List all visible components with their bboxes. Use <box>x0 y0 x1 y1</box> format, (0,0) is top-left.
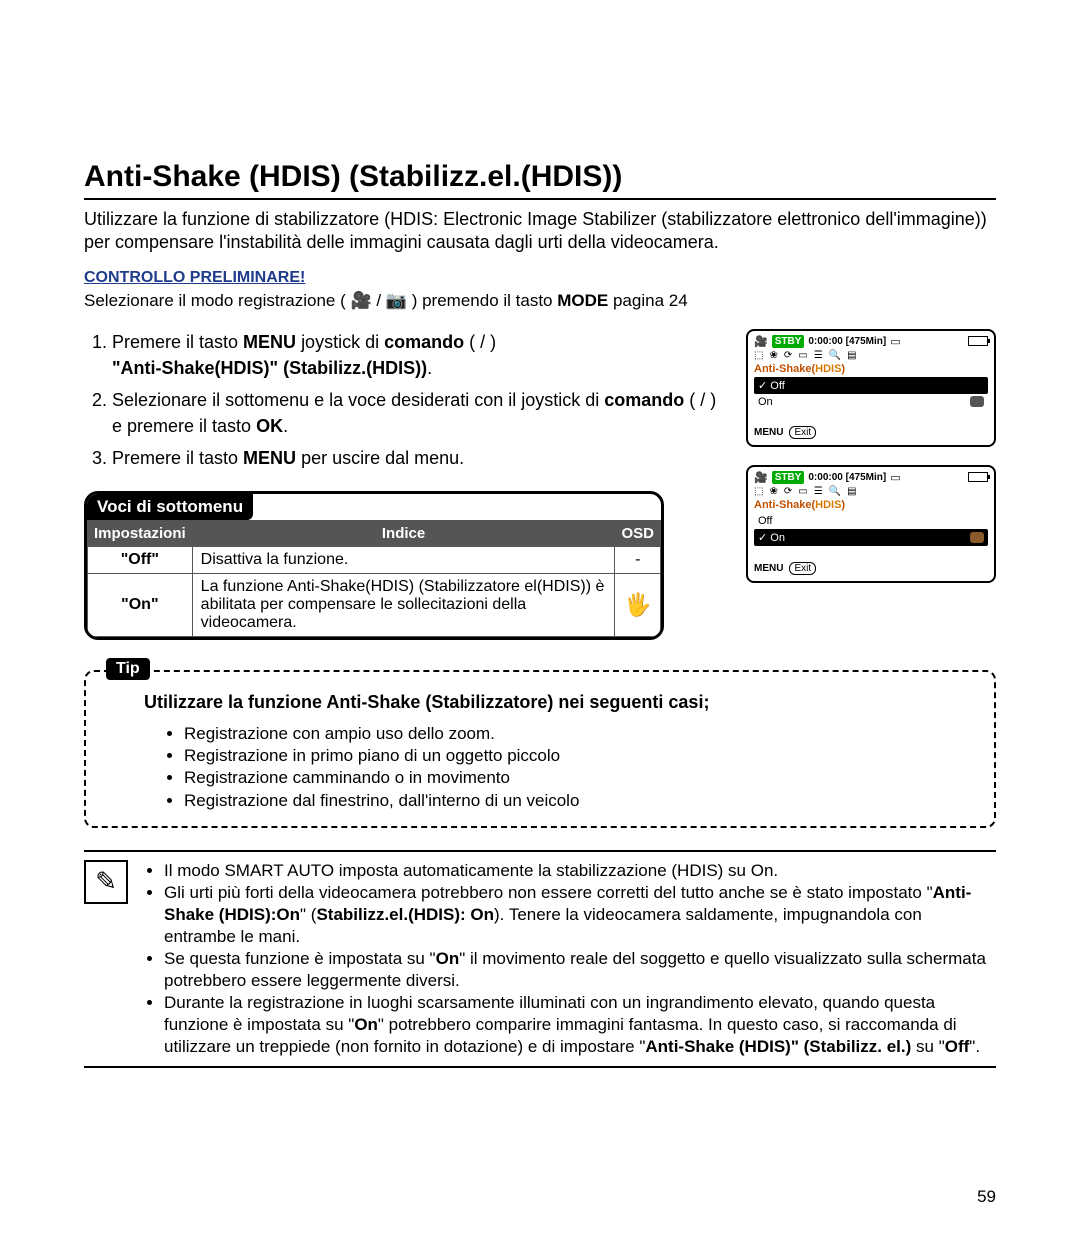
mode-post: pagina 24 <box>613 291 688 310</box>
tip-badge: Tip <box>106 658 150 680</box>
lcd-screens: 🎥 STBY 0:00:00 [475Min] ▭ ⬚❀⟳▭☰🔍▤ Anti-S… <box>746 329 996 640</box>
tip-item: Registrazione camminando o in movimento <box>184 767 976 789</box>
tip-heading: Utilizzare la funzione Anti-Shake (Stabi… <box>144 692 976 713</box>
lcd-off: Off <box>754 513 988 529</box>
row-on-desc: La funzione Anti-Shake(HDIS) (Stabilizza… <box>192 574 615 637</box>
card-icon: ▭ <box>890 335 900 348</box>
hand-icon: 🖐 <box>624 592 651 617</box>
camcorder-small-icon: 🎥 <box>754 471 768 484</box>
lcd-screen-2: 🎥 STBY 0:00:00 [475Min] ▭ ⬚❀⟳▭☰🔍▤ Anti-S… <box>746 465 996 583</box>
tip-item: Registrazione in primo piano di un ogget… <box>184 745 976 767</box>
step-1: Premere il tasto MENU joystick di comand… <box>112 329 722 381</box>
lcd-off-selected: ✓ Off <box>754 377 988 394</box>
row-off-osd: - <box>615 547 661 574</box>
note-item: Durante la registrazione in luoghi scars… <box>164 992 996 1058</box>
lcd-icon-row: ⬚❀⟳▭☰🔍▤ <box>754 486 988 497</box>
hand-small-icon <box>970 532 984 543</box>
camcorder-small-icon: 🎥 <box>754 335 768 348</box>
lcd-time: 0:00:00 [475Min] <box>808 336 886 347</box>
lcd-menu-label: Anti-Shake(HDIS) <box>754 363 988 375</box>
mode-line: Selezionare il modo registrazione ( 🎥 / … <box>84 291 996 311</box>
lcd-screen-1: 🎥 STBY 0:00:00 [475Min] ▭ ⬚❀⟳▭☰🔍▤ Anti-S… <box>746 329 996 447</box>
voci-title: Voci di sottomenu <box>87 494 253 520</box>
lcd-time: 0:00:00 [475Min] <box>808 472 886 483</box>
tip-box: Tip Utilizzare la funzione Anti-Shake (S… <box>84 670 996 827</box>
page-number: 59 <box>977 1187 996 1207</box>
battery-icon <box>968 336 988 346</box>
camera-icon: 📷 <box>386 291 407 310</box>
hand-small-icon <box>970 396 984 407</box>
stby-badge: STBY <box>772 471 805 484</box>
battery-icon <box>968 472 988 482</box>
row-off-setting: "Off" <box>88 547 193 574</box>
row-on-setting: "On" <box>88 574 193 637</box>
row-off-desc: Disattiva la funzione. <box>192 547 615 574</box>
note-item: Se questa funzione è impostata su "On" i… <box>164 948 996 992</box>
lcd-menu-btn: MENU <box>754 427 783 438</box>
section-title: Anti-Shake (HDIS) (Stabilizz.el.(HDIS)) <box>84 160 996 200</box>
voci-box: Voci di sottomenu Impostazioni Indice OS… <box>84 491 664 640</box>
steps-column: Premere il tasto MENU joystick di comand… <box>84 329 722 640</box>
mode-pre: Selezionare il modo registrazione ( <box>84 291 350 310</box>
note-icon: ✎ <box>84 860 128 904</box>
lcd-menu-btn: MENU <box>754 563 783 574</box>
lcd-icon-row: ⬚❀⟳▭☰🔍▤ <box>754 350 988 361</box>
note-item: Gli urti più forti della videocamera pot… <box>164 882 996 948</box>
step-2: Selezionare il sottomenu e la voce desid… <box>112 387 722 439</box>
th-osd: OSD <box>615 521 661 547</box>
lcd-menu-label: Anti-Shake(HDIS) <box>754 499 988 511</box>
th-impostazioni: Impostazioni <box>88 521 193 547</box>
tip-item: Registrazione con ampio uso dello zoom. <box>184 723 976 745</box>
step-3: Premere il tasto MENU per uscire dal men… <box>112 445 722 471</box>
lcd-exit-btn: Exit <box>789 426 816 439</box>
mode-mid: ) premendo il tasto <box>412 291 558 310</box>
note-section: ✎ Il modo SMART AUTO imposta automaticam… <box>84 850 996 1069</box>
camcorder-icon: 🎥 <box>350 291 371 310</box>
th-indice: Indice <box>192 521 615 547</box>
lcd-on: On <box>754 394 988 410</box>
note-item: Il modo SMART AUTO imposta automaticamen… <box>164 860 996 882</box>
row-on-osd: 🖐 <box>615 574 661 637</box>
control-preliminare: CONTROLLO PRELIMINARE! <box>84 269 996 287</box>
lcd-exit-btn: Exit <box>789 562 816 575</box>
intro-text: Utilizzare la funzione di stabilizzatore… <box>84 208 996 255</box>
voci-table: Impostazioni Indice OSD "Off" Disattiva … <box>87 520 661 637</box>
stby-badge: STBY <box>772 335 805 348</box>
mode-bold: MODE <box>557 291 608 310</box>
lcd-on-selected: ✓ On <box>754 529 988 546</box>
tip-item: Registrazione dal finestrino, dall'inter… <box>184 790 976 812</box>
card-icon: ▭ <box>890 471 900 484</box>
